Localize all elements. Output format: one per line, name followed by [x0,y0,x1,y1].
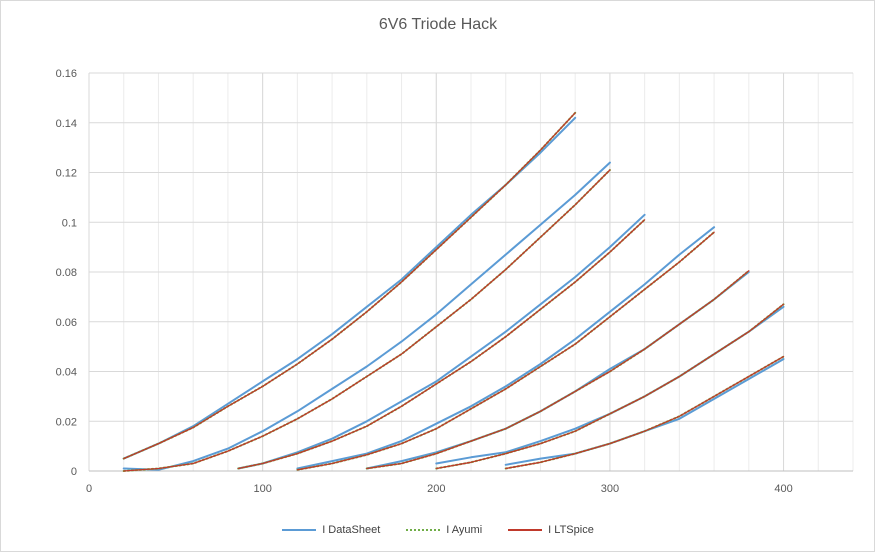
x-tick-label: 200 [427,483,445,495]
series-line [122,161,611,471]
gridlines [88,72,854,472]
x-tick-label: 0 [86,483,92,495]
x-tick-label: 400 [774,483,792,495]
series-line [435,303,785,470]
series-line [123,169,611,472]
series-line [122,116,577,460]
y-tick-label: 0.14 [56,118,77,130]
legend-item: I DataSheet [282,524,380,536]
y-tick-label: 0 [71,466,77,478]
y-tick-label: 0.06 [56,317,77,329]
x-tick-label: 300 [601,483,619,495]
series-line [123,112,576,460]
plot-series [122,111,785,472]
legend-label: I Ayumi [446,524,483,536]
y-tick-label: 0.08 [56,267,77,279]
legend-item: I Ayumi [406,524,482,536]
series-i-datasheet [122,116,785,471]
series-line [237,213,646,470]
y-tick-label: 0.04 [56,367,77,379]
legend-swatch [406,529,441,531]
legend-label: I LTSpice [548,524,594,536]
legend-item: I LTSpice [508,524,594,536]
series-line [505,355,785,470]
series-line [237,218,646,470]
x-tick-label: 100 [253,483,271,495]
legend-label: I DataSheet [322,524,381,536]
y-tick-label: 0.1 [62,217,77,229]
series-line [366,270,750,470]
axes: 0 100 200 300 400 0 0.02 0.04 0.06 0.08 0.1 0.12 0.1… [56,68,853,495]
chart-title: 6V6 Triode Hack [379,16,498,33]
series-line [365,271,750,470]
y-tick-label: 0.12 [56,168,77,180]
series-line [296,226,716,470]
series-i-ltspice [123,112,785,472]
series-line [237,219,646,470]
chart-legend: I DataSheet I Ayumi I LTSpice [0,524,876,536]
series-i-ayumi [122,111,785,472]
y-tick-label: 0.16 [56,68,77,80]
series-line [296,231,715,471]
series-line [122,111,577,460]
legend-swatch [282,529,317,531]
y-tick-label: 0.02 [56,416,77,428]
legend-swatch [508,529,543,531]
